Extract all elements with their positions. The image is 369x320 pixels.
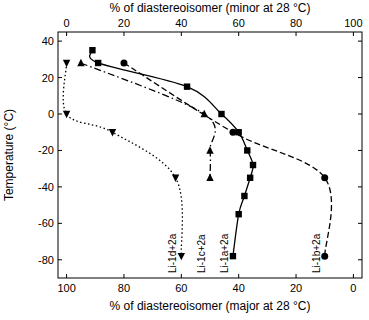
x2-tick	[66, 32, 67, 36]
y-tick-right	[358, 41, 362, 42]
marker	[178, 253, 185, 260]
x2-tick	[123, 32, 124, 36]
x2-tick	[238, 32, 239, 36]
y-tick-label: -80	[38, 254, 54, 266]
x-tick	[353, 274, 354, 278]
x-tick	[238, 274, 239, 278]
marker	[321, 174, 328, 181]
plot-frame	[58, 32, 362, 278]
x-tick-label: 40	[233, 282, 245, 294]
marker	[235, 211, 241, 217]
y-tick-right	[358, 77, 362, 78]
marker	[184, 83, 190, 89]
y-tick	[58, 114, 62, 115]
marker	[120, 59, 127, 66]
x2-tick-label: 60	[233, 17, 245, 29]
marker	[77, 59, 84, 66]
y-tick-label: 0	[48, 108, 54, 120]
x-tick	[66, 274, 67, 278]
x-tick-label: 60	[175, 282, 187, 294]
marker	[241, 193, 247, 199]
y-tick-label: 40	[42, 35, 54, 47]
marker	[230, 253, 236, 259]
x2-tick-label: 40	[175, 17, 187, 29]
marker	[206, 174, 213, 181]
y-tick	[58, 223, 62, 224]
y-axis-label: Temperature (°C)	[2, 109, 16, 201]
series-label: Li-1a+2a	[219, 233, 230, 273]
y-tick-right	[358, 114, 362, 115]
y-tick-right	[358, 259, 362, 260]
series-line	[63, 63, 182, 256]
y-tick	[58, 259, 62, 260]
y-tick	[58, 150, 62, 151]
marker	[250, 162, 256, 168]
y-tick-label: -40	[38, 181, 54, 193]
marker	[89, 47, 95, 53]
marker	[206, 146, 213, 153]
marker	[63, 60, 70, 67]
y-tick-label: 20	[42, 72, 54, 84]
marker	[95, 60, 101, 66]
marker	[63, 111, 70, 118]
y-tick-right	[358, 186, 362, 187]
x2-tick-label: 0	[64, 17, 70, 29]
x-tick-label: 0	[350, 282, 356, 294]
x-tick	[123, 274, 124, 278]
series-label: Li-1b+2a	[311, 233, 322, 273]
y-tick	[58, 41, 62, 42]
series-label: Li-1c+2a	[196, 234, 207, 273]
plot-area	[63, 47, 332, 260]
y-tick-label: -60	[38, 217, 54, 229]
x-tick-label: 20	[290, 282, 302, 294]
y-tick	[58, 77, 62, 78]
series-line	[124, 63, 332, 256]
marker	[218, 111, 224, 117]
x-tick	[296, 274, 297, 278]
y-tick-label: -20	[38, 144, 54, 156]
marker	[321, 253, 328, 260]
x-tick-label: 100	[57, 282, 75, 294]
chart: -80 -60 -40 -20 0 20 40 100 80 60 40 20 0 0 20 40 60 80 10…	[0, 0, 369, 320]
x2-tick-label: 80	[290, 17, 302, 29]
series-line	[81, 63, 215, 178]
x2-tick	[353, 32, 354, 36]
marker	[247, 175, 253, 181]
marker	[109, 129, 116, 136]
series-label: Li-1d+2a	[167, 233, 178, 273]
y-tick-right	[358, 223, 362, 224]
x2-tick	[181, 32, 182, 36]
x2-tick	[296, 32, 297, 36]
x-axis-label: % of diastereoisomer (major at 28 °C)	[110, 299, 311, 313]
series-line	[90, 50, 254, 256]
marker	[244, 147, 250, 153]
x2-axis-label: % of diastereoisomer (minor at 28 °C)	[110, 1, 311, 15]
marker	[172, 175, 179, 182]
x2-tick-label: 100	[344, 17, 362, 29]
marker	[201, 110, 208, 117]
x-tick-label: 80	[118, 282, 130, 294]
x-tick	[181, 274, 182, 278]
y-tick-right	[358, 150, 362, 151]
x2-tick-label: 20	[118, 17, 130, 29]
marker	[229, 129, 236, 136]
series-labels: Li-1a+2a Li-1b+2a Li-1c+2a Li-1d+2a	[167, 233, 321, 273]
y-tick	[58, 186, 62, 187]
